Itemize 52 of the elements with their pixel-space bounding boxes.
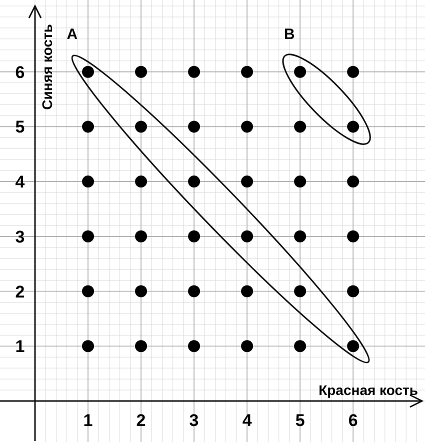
point [188, 176, 200, 188]
point [135, 176, 148, 188]
point [294, 340, 306, 352]
point [135, 340, 148, 352]
point [188, 285, 200, 298]
point [241, 120, 254, 133]
y-tick-label: 5 [15, 118, 25, 137]
point [294, 66, 306, 78]
y-tick-label: 2 [15, 282, 25, 302]
point [241, 230, 254, 242]
point [82, 176, 94, 188]
point [294, 120, 306, 133]
point [294, 285, 306, 298]
point [82, 340, 94, 352]
point [188, 230, 200, 242]
point [135, 120, 148, 133]
y-tick-label: 6 [15, 62, 25, 82]
y-tick-label: 3 [15, 227, 25, 246]
point [135, 66, 148, 78]
point [347, 66, 360, 78]
x-tick-label: 6 [348, 411, 358, 430]
point [294, 230, 306, 242]
x-tick-label: 1 [83, 411, 93, 430]
x-axis-title: Красная кость [318, 382, 418, 398]
annotation: A [66, 26, 78, 43]
point [82, 230, 94, 242]
x-tick-label: 2 [136, 411, 146, 430]
point [135, 230, 148, 242]
point [82, 285, 94, 298]
point [347, 285, 360, 298]
point [347, 230, 360, 242]
point [241, 285, 254, 298]
point [188, 66, 200, 78]
point [82, 120, 94, 133]
point [347, 176, 360, 188]
annotation: B [284, 26, 296, 43]
point [82, 66, 94, 78]
y-tick-label: 1 [15, 337, 25, 356]
point [241, 340, 254, 352]
point [241, 176, 254, 188]
point [294, 176, 306, 188]
point [135, 285, 148, 298]
y-tick-label: 4 [15, 172, 26, 192]
y-axis-title: Синяя кость [39, 24, 55, 110]
x-tick-label: 5 [295, 411, 305, 430]
x-tick-label: 4 [242, 411, 252, 430]
point [347, 340, 360, 352]
point [188, 340, 200, 352]
x-tick-label: 3 [189, 411, 199, 430]
point [241, 66, 254, 78]
point [347, 120, 360, 133]
point [188, 120, 200, 133]
